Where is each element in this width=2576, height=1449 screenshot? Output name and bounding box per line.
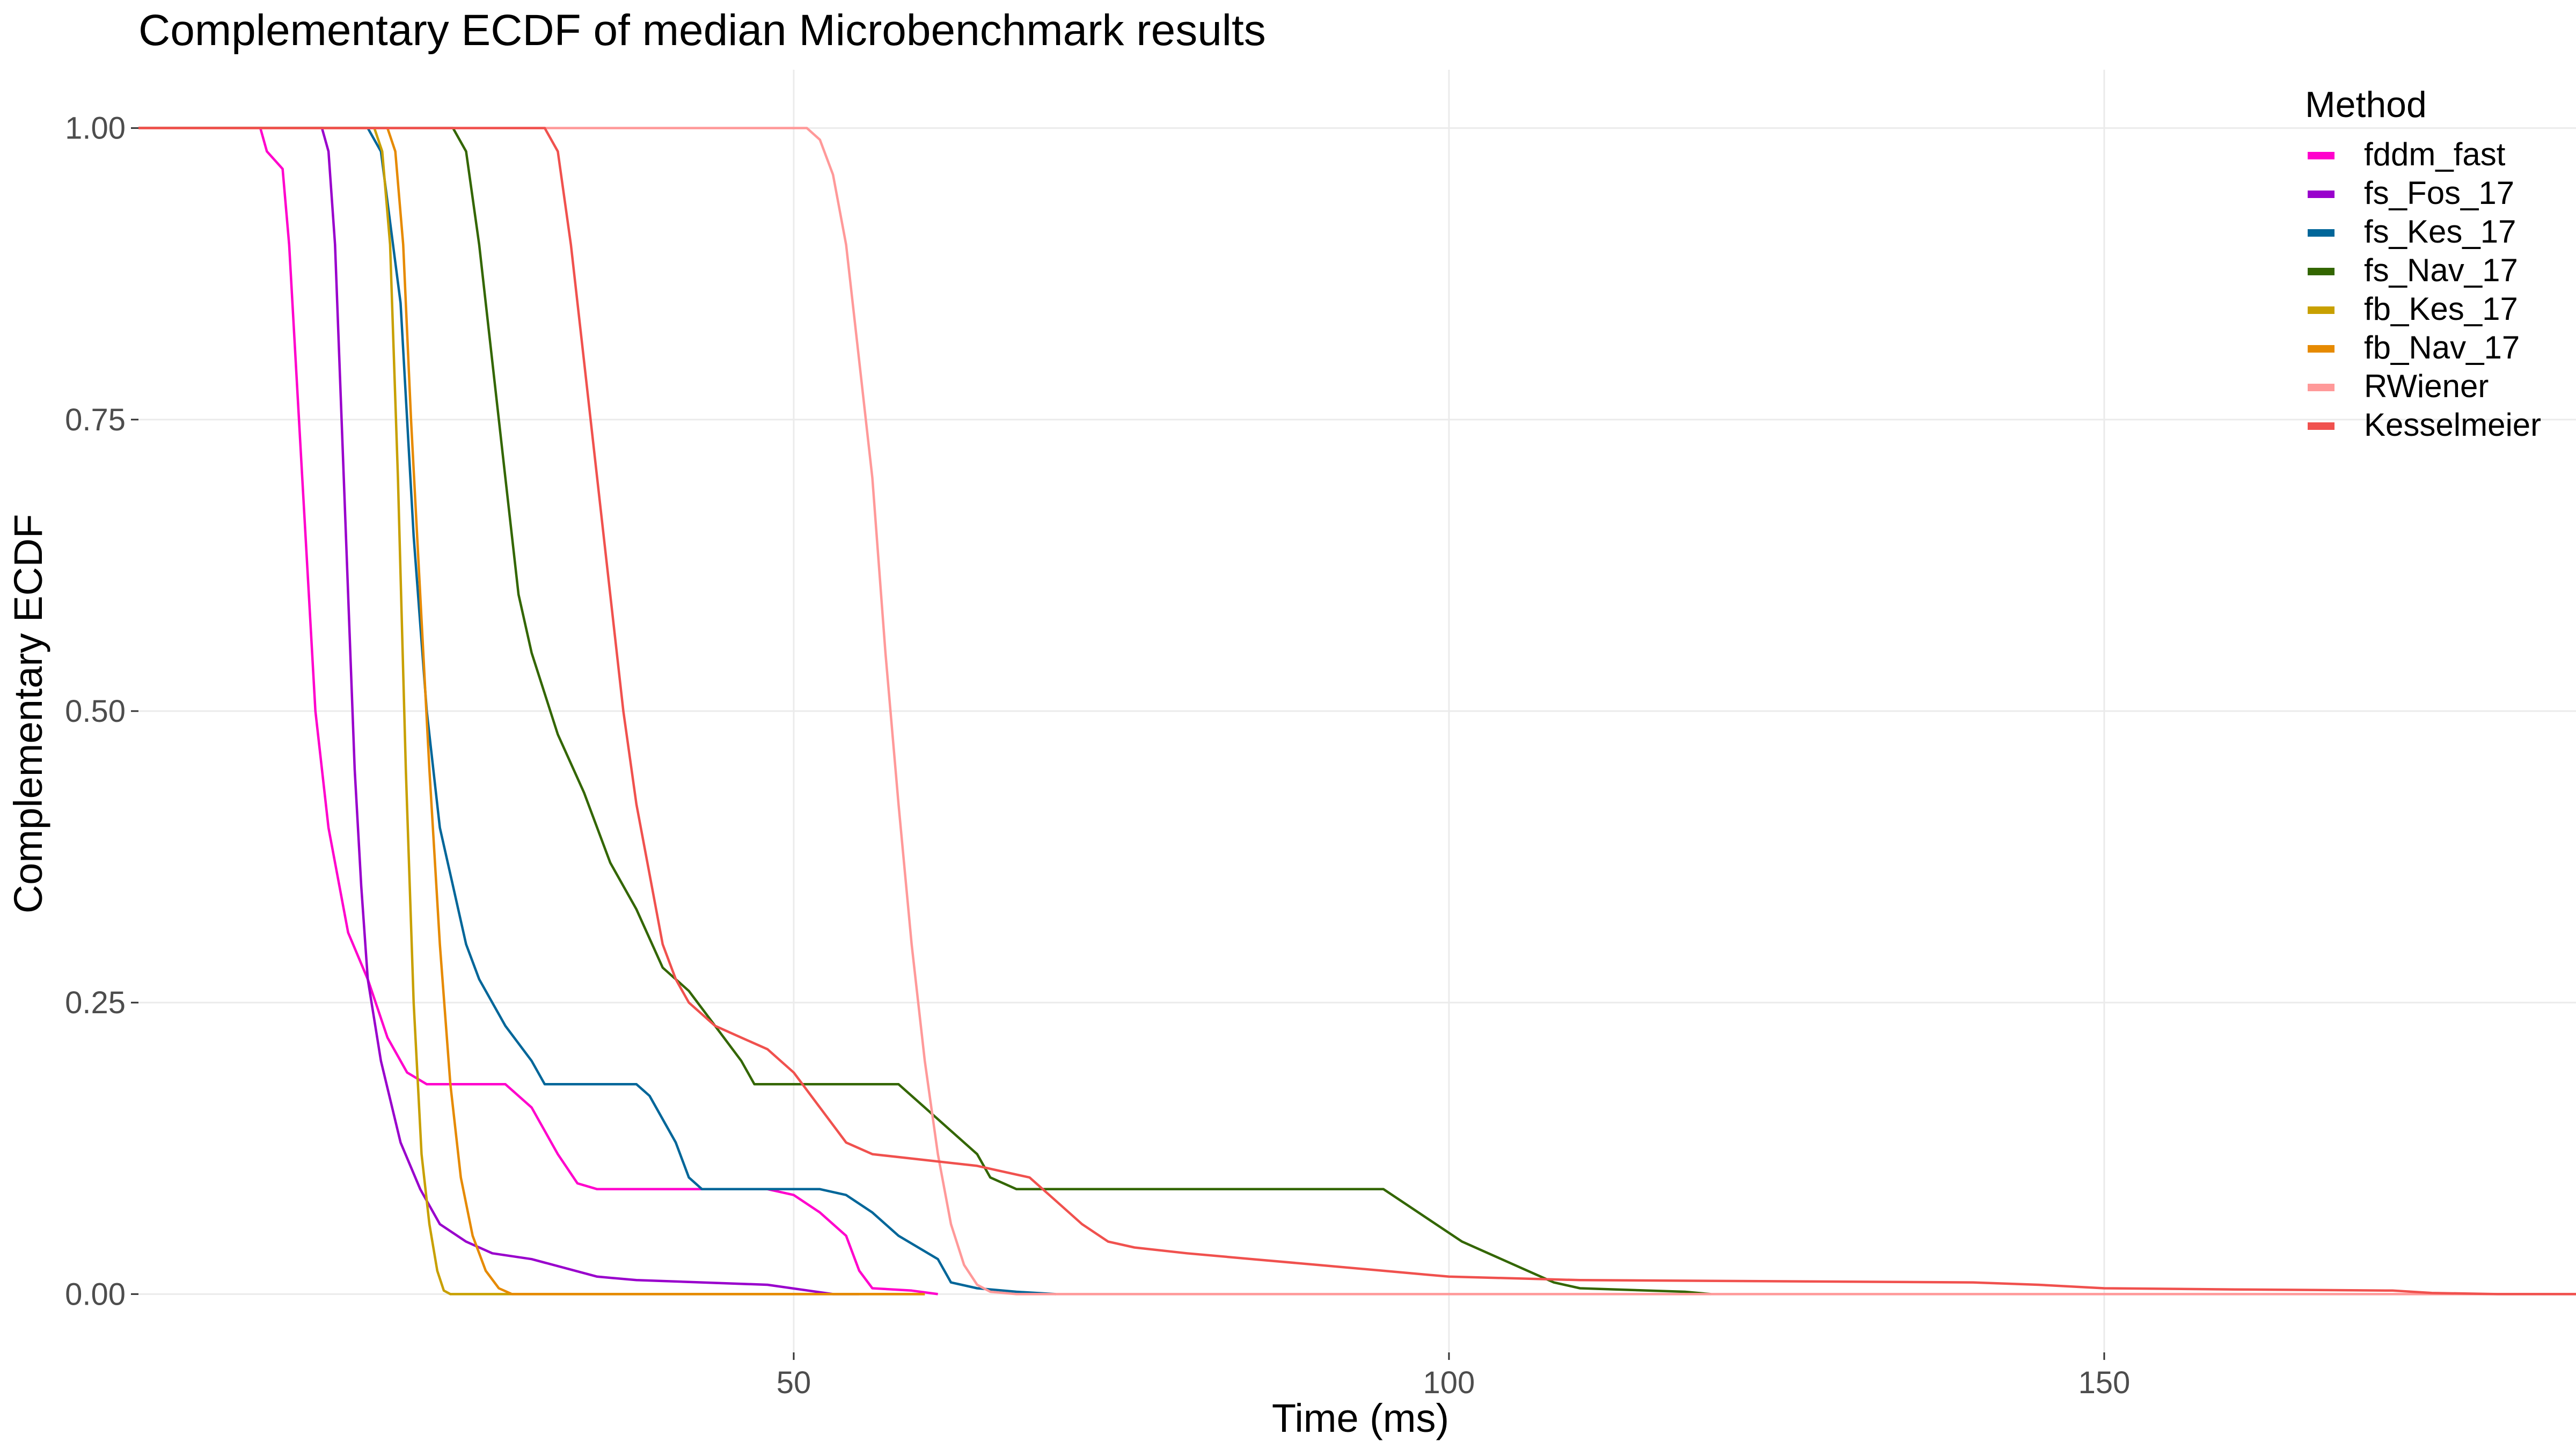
legend-label: Kesselmeier: [2364, 407, 2541, 443]
y-tick-label: 0.50: [65, 694, 126, 729]
x-axis: 50 100 150: [777, 1352, 2131, 1400]
legend-items: fddm_fastfs_Fos_17fs_Kes_17fs_Nav_17fb_K…: [2308, 136, 2541, 443]
y-tick-label: 0.75: [65, 402, 126, 437]
legend-label: fb_Nav_17: [2364, 330, 2520, 365]
x-tick-label: 100: [1423, 1365, 1475, 1400]
legend-label: RWiener: [2364, 368, 2489, 404]
y-axis: 0.00 0.25 0.50 0.75 1.00: [65, 111, 138, 1312]
legend-label: fs_Kes_17: [2364, 214, 2516, 250]
series-line-fs-fos-17: [138, 127, 860, 1296]
series-line-fb-kes-17: [138, 127, 925, 1296]
x-tick-label: 50: [777, 1365, 811, 1400]
series-line-kesselmeier: [138, 127, 2576, 1296]
series-line-fs-kes-17: [138, 127, 1056, 1296]
grid-layer: [138, 70, 2576, 1352]
y-axis-title: Complementary ECDF: [6, 514, 50, 913]
series-layer: [138, 127, 2576, 1296]
legend-title: Method: [2305, 84, 2427, 125]
x-axis-title: Time (ms): [1272, 1396, 1449, 1440]
chart-title: Complementary ECDF of median Microbenchm…: [138, 6, 1266, 55]
x-tick-label: 150: [2079, 1365, 2131, 1400]
legend-label: fddm_fast: [2364, 136, 2506, 172]
legend-label: fs_Fos_17: [2364, 175, 2514, 211]
legend-label: fs_Nav_17: [2364, 252, 2518, 288]
legend: Method fddm_fastfs_Fos_17fs_Kes_17fs_Nav…: [2305, 84, 2541, 443]
y-tick-label: 0.25: [65, 985, 126, 1020]
series-line-rwiener: [138, 127, 2576, 1296]
legend-label: fb_Kes_17: [2364, 291, 2518, 327]
series-line-fs-nav-17: [138, 127, 1711, 1296]
y-tick-label: 0.00: [65, 1277, 126, 1312]
y-tick-label: 1.00: [65, 111, 126, 146]
series-line-fb-nav-17: [138, 127, 925, 1296]
